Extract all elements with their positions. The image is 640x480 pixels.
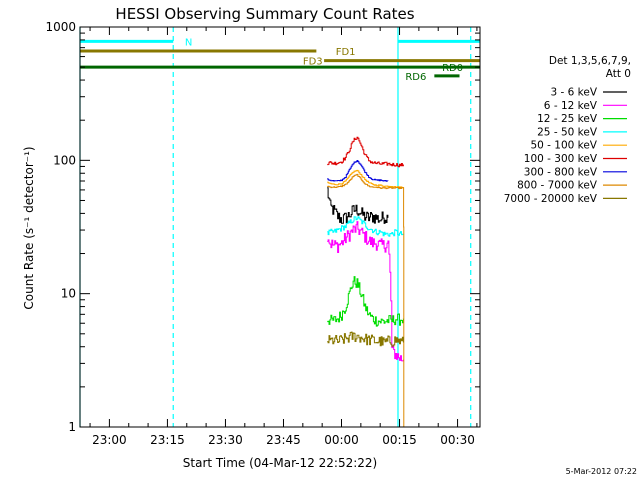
legend-label: 300 - 800 keV (524, 166, 598, 178)
flag-label-rd6: RD6 (405, 72, 426, 83)
series-line-7000-20000-kev (327, 331, 404, 347)
legend-label: 6 - 12 keV (544, 100, 598, 112)
x-tick-label: 23:45 (266, 433, 301, 447)
flag-label-fd1: FD1 (336, 47, 356, 58)
y-ticks: 1 10 100 1000 (45, 20, 480, 434)
legend-label: 25 - 50 keV (537, 126, 598, 138)
series-line-50-100-kev (327, 169, 404, 189)
legend-label: 100 - 300 keV (524, 153, 598, 165)
legend-label: 3 - 6 keV (550, 87, 597, 99)
timestamp: 5-Mar-2012 07:22 (566, 467, 637, 476)
y-tick-label: 10 (61, 287, 76, 301)
legend-header: Det 1,3,5,6,7,9, (549, 55, 631, 67)
x-tick-label: 23:30 (208, 433, 243, 447)
vertical-marker-lines (79, 27, 472, 427)
legend-label: 7000 - 20000 keV (504, 193, 598, 205)
series-line-12-25-kev (327, 276, 404, 327)
y-tick-label: 1000 (45, 20, 76, 34)
legend-label: 12 - 25 keV (537, 113, 598, 125)
series-line-300-800-kev (327, 160, 389, 182)
series-line-100-300-kev (327, 136, 404, 168)
x-ticks: 23:00 23:15 23:30 23:45 00:00 00:15 00:30 (89, 27, 478, 447)
series-line-800-7000-kev (327, 173, 405, 427)
x-tick-label: 23:15 (150, 433, 185, 447)
legend-subheader: Att 0 (606, 68, 631, 80)
y-axis-label: Count Rate (s⁻¹ detector⁻¹) (22, 146, 36, 309)
flag-bars: N FD1 FD3 RD0 RD6 (80, 37, 480, 83)
series-line-3-6-kev (327, 187, 389, 224)
legend-label: 800 - 7000 keV (517, 180, 598, 192)
y-tick-label: 1 (68, 420, 76, 434)
plot-frame (79, 26, 481, 428)
x-tick-label: 23:00 (92, 433, 127, 447)
x-tick-label: 00:30 (440, 433, 475, 447)
series-line-25-50-kev (327, 216, 404, 237)
legend-label: 50 - 100 keV (530, 140, 597, 152)
flag-label-fd3: FD3 (303, 57, 323, 68)
x-tick-label: 00:00 (324, 433, 359, 447)
x-tick-label: 00:15 (382, 433, 417, 447)
flag-label-n: N (185, 37, 192, 48)
y-tick-label: 100 (53, 153, 76, 167)
x-axis-label: Start Time (04-Mar-12 22:52:22) (183, 456, 377, 470)
series-lines (327, 136, 405, 427)
flag-label-rd0: RD0 (442, 63, 463, 74)
chart-title: HESSI Observing Summary Count Rates (115, 5, 414, 23)
series-line-6-12-kev (327, 221, 404, 362)
